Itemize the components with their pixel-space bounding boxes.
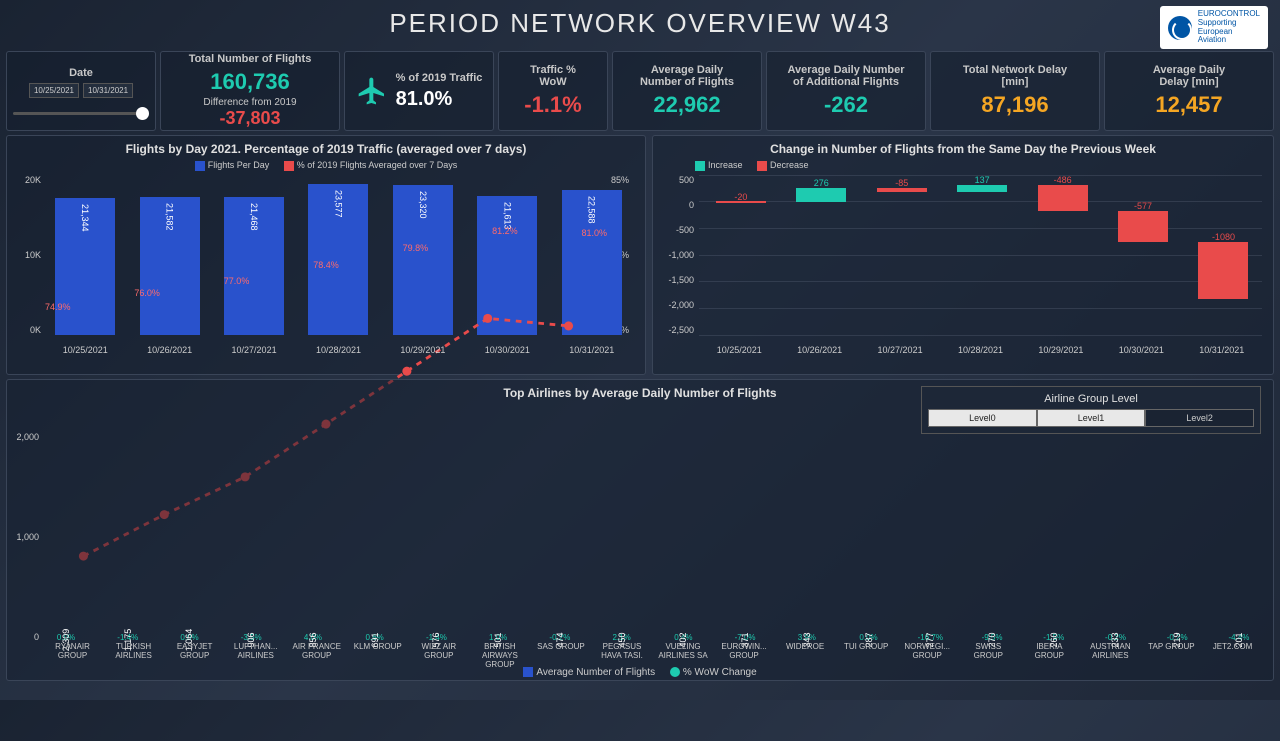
kpi-total-flights: Total Number of Flights 160,736 Differen… <box>160 51 340 131</box>
wf-bar-1[interactable] <box>796 188 846 203</box>
charts-row: Flights by Day 2021. Percentage of 2019 … <box>0 135 1280 375</box>
wf-bar-2[interactable] <box>877 188 927 193</box>
level2-btn[interactable]: Level2 <box>1145 409 1254 427</box>
date-to[interactable]: 10/31/2021 <box>83 83 133 98</box>
bar-day-5[interactable]: 21,613 <box>477 196 537 334</box>
header: PERIOD NETWORK OVERVIEW W43 EUROCONTROLS… <box>0 0 1280 47</box>
wf-bar-5[interactable] <box>1118 211 1168 242</box>
logo-text: EUROCONTROLSupporting European Aviation <box>1198 10 1260 45</box>
chart1-area: 20K10K0K 85%80%70% 21,34421,58221,46823,… <box>13 175 639 355</box>
chart-flights-by-day: Flights by Day 2021. Percentage of 2019 … <box>6 135 646 375</box>
chart-wow-change: Change in Number of Flights from the Sam… <box>652 135 1274 375</box>
bar-day-6[interactable]: 22,588 <box>562 190 622 335</box>
airline-group-selector: Airline Group Level Level0 Level1 Level2 <box>921 386 1261 434</box>
chart-top-airlines: Top Airlines by Average Daily Number of … <box>6 379 1274 681</box>
kpi-avg-delay: Average Daily Delay [min] 12,457 <box>1104 51 1274 131</box>
level1-btn[interactable]: Level1 <box>1037 409 1146 427</box>
page-title: PERIOD NETWORK OVERVIEW W43 <box>389 8 890 39</box>
chart1-legend: Flights Per Day % of 2019 Flights Averag… <box>13 160 639 171</box>
kpi-row: Date 10/25/2021 10/31/2021 Total Number … <box>0 47 1280 135</box>
kpi-wow: Traffic % WoW -1.1% <box>498 51 608 131</box>
bottom-section: Top Airlines by Average Daily Number of … <box>0 375 1280 685</box>
logo-icon <box>1168 16 1192 40</box>
kpi-net-delay: Total Network Delay [min] 87,196 <box>930 51 1100 131</box>
kpi-avg-add: Average Daily Number of Additional Fligh… <box>766 51 926 131</box>
kpi-date: Date 10/25/2021 10/31/2021 <box>6 51 156 131</box>
wf-bar-6[interactable] <box>1198 242 1248 300</box>
wf-bar-3[interactable] <box>957 185 1007 192</box>
wf-bar-4[interactable] <box>1038 185 1088 211</box>
chart3-legend: Average Number of Flights % WoW Change <box>7 667 1273 678</box>
chart3-area: 2,3090.0%1,175-1.4%1,0640.0%906-3.5%8564… <box>42 432 1263 642</box>
bar-day-4[interactable]: 23,320 <box>393 185 453 334</box>
date-from[interactable]: 10/25/2021 <box>29 83 79 98</box>
chart2-area: 5000-500-1,000-1,500-2,000-2,500 -20276-… <box>659 175 1267 355</box>
date-slider[interactable] <box>13 112 149 115</box>
kpi-avg-daily: Average Daily Number of Flights 22,962 <box>612 51 762 131</box>
chart2-legend: Increase Decrease <box>659 160 1267 171</box>
logo: EUROCONTROLSupporting European Aviation <box>1160 6 1268 49</box>
bar-day-2[interactable]: 21,468 <box>224 197 284 334</box>
level0-btn[interactable]: Level0 <box>928 409 1037 427</box>
kpi-pct-2019: % of 2019 Traffic 81.0% <box>344 51 494 131</box>
bar-day-1[interactable]: 21,582 <box>140 197 200 335</box>
bar-day-0[interactable]: 21,344 <box>55 198 115 335</box>
plane-icon <box>356 75 388 107</box>
